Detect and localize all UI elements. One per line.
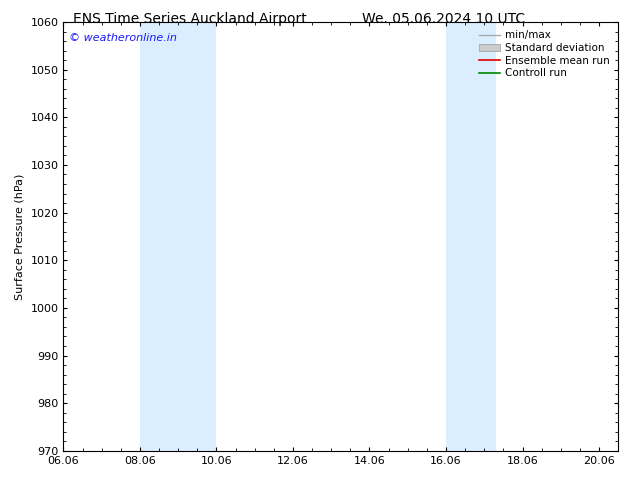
Text: © weatheronline.in: © weatheronline.in — [69, 33, 177, 43]
Text: We. 05.06.2024 10 UTC: We. 05.06.2024 10 UTC — [362, 12, 526, 26]
Bar — [140, 22, 216, 451]
Text: ENS Time Series Auckland Airport: ENS Time Series Auckland Airport — [74, 12, 307, 26]
Legend: min/max, Standard deviation, Ensemble mean run, Controll run: min/max, Standard deviation, Ensemble me… — [476, 27, 613, 81]
Y-axis label: Surface Pressure (hPa): Surface Pressure (hPa) — [15, 173, 25, 299]
Bar — [446, 22, 496, 451]
